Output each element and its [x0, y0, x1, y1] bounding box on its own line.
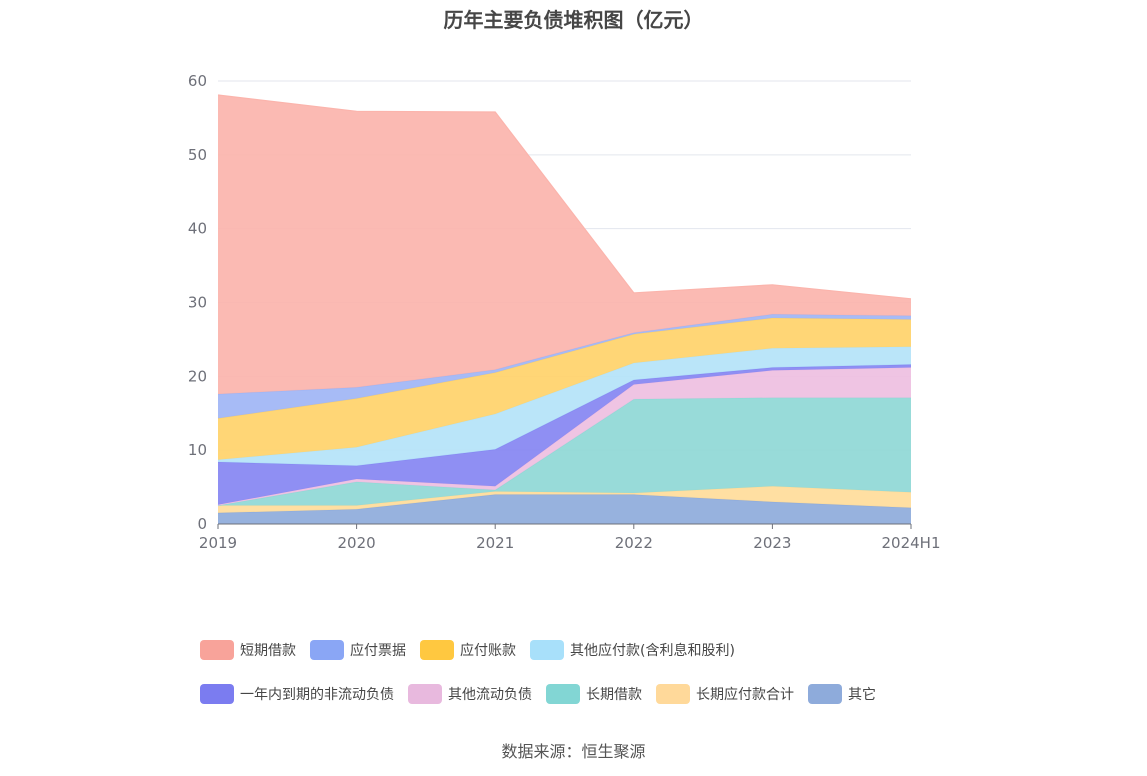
x-tick-label: 2024H1: [882, 534, 941, 552]
legend-item[interactable]: 应付账款: [420, 640, 516, 660]
legend-swatch: [546, 684, 580, 704]
legend-label: 一年内到期的非流动负债: [240, 687, 394, 703]
area-series: [218, 346, 911, 466]
area-series: [218, 397, 911, 506]
chart-plot: 0 10 20 30 40 50 60 2019 2020 2021 2022 2023 2024H1: [188, 72, 941, 552]
y-tick-label: 10: [188, 441, 207, 459]
legend-swatch: [808, 684, 842, 704]
x-tick-label: 2020: [338, 534, 376, 552]
legend-label: 短期借款: [240, 643, 296, 659]
chart-title: 历年主要负债堆积图（亿元）: [443, 8, 704, 32]
legend-label: 其它: [848, 687, 876, 703]
legend-label: 其他应付款(含利息和股利): [570, 643, 735, 659]
legend-label: 其他流动负债: [448, 687, 532, 703]
area-series: [218, 486, 911, 513]
legend-item[interactable]: 长期借款: [546, 684, 642, 704]
legend-swatch: [530, 640, 564, 660]
legend-swatch: [200, 684, 234, 704]
y-tick-label: 60: [188, 72, 207, 90]
y-tick-label: 30: [188, 294, 207, 312]
legend-item[interactable]: 其他应付款(含利息和股利): [530, 640, 735, 660]
area-series: [218, 367, 911, 506]
x-tick-label: 2021: [476, 534, 514, 552]
legend-swatch: [200, 640, 234, 660]
legend-item[interactable]: 其它: [808, 684, 876, 704]
legend-label: 应付账款: [460, 643, 516, 659]
legend-label: 长期借款: [586, 687, 642, 703]
x-tick-label: 2022: [615, 534, 653, 552]
legend-swatch: [310, 640, 344, 660]
legend-label: 长期应付款合计: [696, 687, 794, 703]
x-tick-label: 2023: [753, 534, 791, 552]
y-tick-label: 50: [188, 146, 207, 164]
legend-item[interactable]: 应付票据: [310, 640, 406, 660]
legend-swatch: [408, 684, 442, 704]
legend-label: 应付票据: [350, 643, 406, 659]
x-tick-label: 2019: [199, 534, 237, 552]
area-series: [218, 314, 911, 419]
area-series: [218, 494, 911, 524]
legend-item[interactable]: 一年内到期的非流动负债: [200, 684, 394, 704]
source-note: 数据来源：恒生聚源: [501, 742, 646, 761]
legend-swatch: [420, 640, 454, 660]
series-line: [217, 94, 912, 300]
legend-item[interactable]: 短期借款: [200, 640, 296, 660]
area-series: [218, 95, 911, 395]
legend-swatch: [656, 684, 690, 704]
area-series: [218, 318, 911, 460]
y-tick-label: 20: [188, 367, 207, 385]
y-tick-label: 40: [188, 220, 207, 238]
legend-item[interactable]: 其他流动负债: [408, 684, 532, 704]
legend-item[interactable]: 长期应付款合计: [656, 684, 794, 704]
chart-legend: 短期借款 应付票据 应付账款 其他应付款(含利息和股利) 一年内到期的非流动负债 其他流动…: [200, 640, 980, 704]
y-tick-label: 0: [197, 515, 207, 533]
area-series: [218, 364, 911, 505]
